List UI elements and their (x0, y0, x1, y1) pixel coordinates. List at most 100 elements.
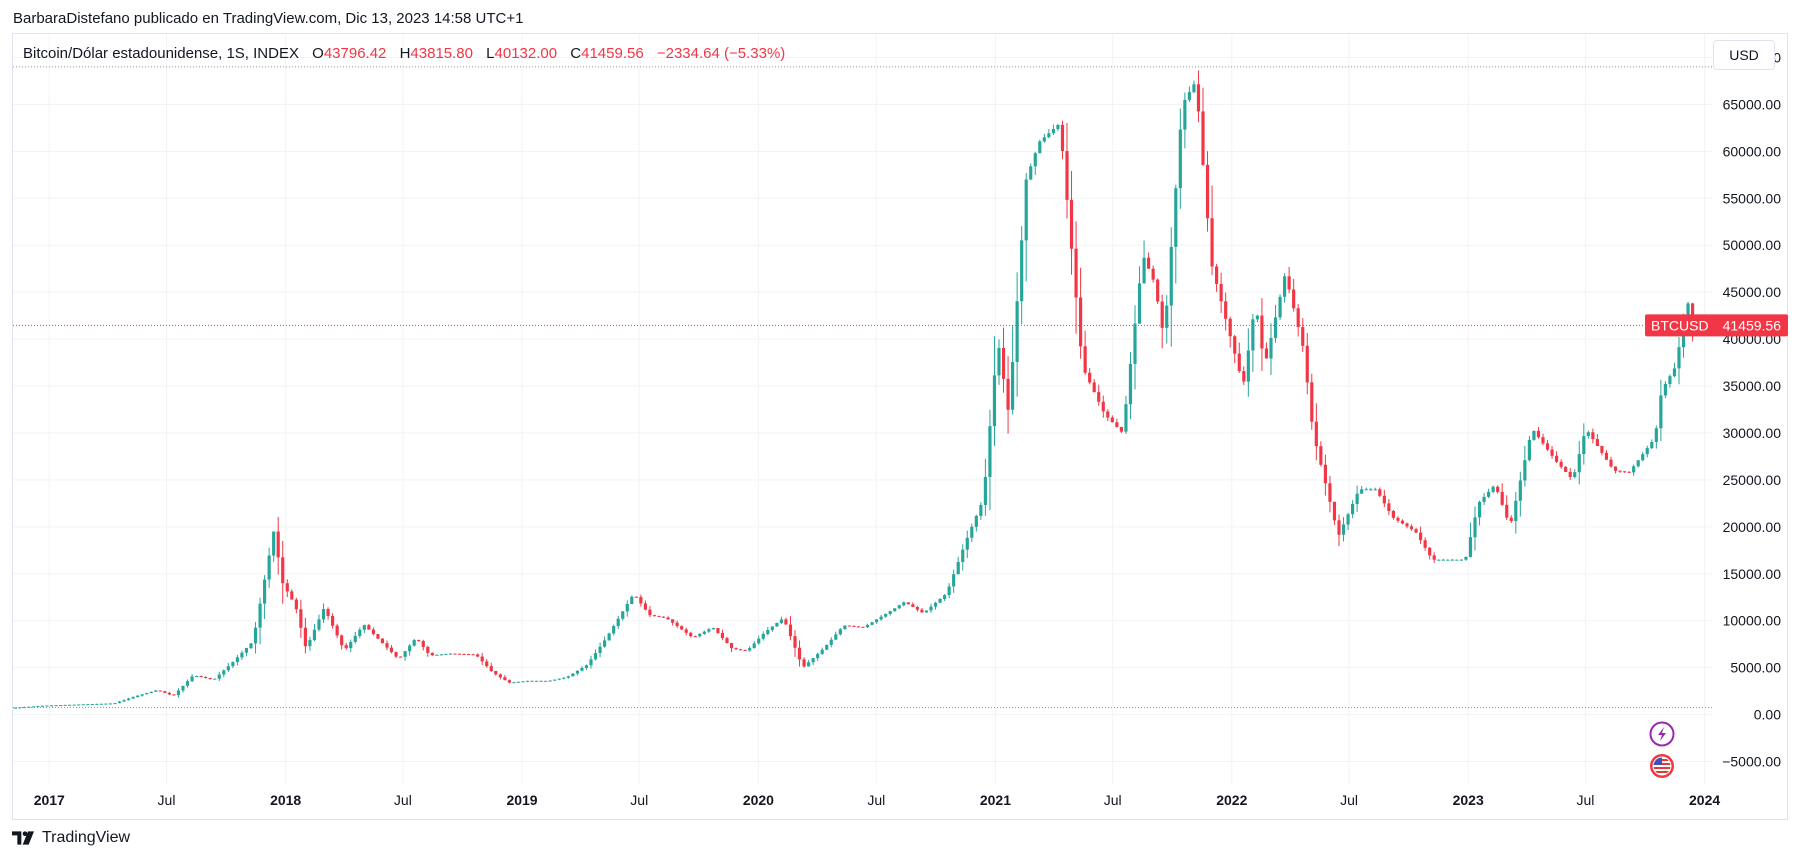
candle-body (829, 639, 833, 645)
candle-body (1269, 337, 1273, 359)
tradingview-logo[interactable]: TradingView (12, 829, 130, 847)
candle-body (1409, 526, 1414, 530)
footer-brand: TradingView (42, 829, 131, 846)
candle (1564, 466, 1568, 473)
candle-body (1205, 164, 1210, 219)
candle-body (158, 690, 162, 692)
candle-body (1115, 422, 1119, 427)
candle-body (1156, 279, 1160, 302)
lightning-icon[interactable] (1649, 721, 1675, 747)
candle (1319, 441, 1323, 467)
candle-body (911, 604, 915, 607)
candle (698, 633, 702, 638)
candle (997, 339, 1001, 385)
candle-body (1337, 520, 1341, 535)
candle (521, 681, 525, 683)
time-tick-label: Jul (1104, 792, 1122, 808)
candle-body (961, 549, 965, 562)
candle (457, 653, 462, 655)
candle (1428, 546, 1432, 560)
candle (1305, 332, 1309, 395)
candle (417, 639, 421, 642)
candle-body (716, 628, 720, 634)
candle (584, 664, 589, 670)
candle-body (317, 619, 321, 630)
candle (1006, 356, 1010, 434)
candle (276, 516, 280, 575)
candle-body (1668, 376, 1672, 385)
candle-body (974, 515, 978, 527)
candle (158, 690, 162, 692)
candle-body (1568, 471, 1572, 478)
candle (326, 607, 330, 620)
currency-button[interactable]: USD (1713, 40, 1775, 70)
candle-body (1532, 430, 1536, 440)
candle-body (358, 629, 362, 636)
candle (263, 575, 267, 620)
candle (267, 547, 271, 588)
candle-body (757, 638, 761, 644)
candle-body (1092, 382, 1096, 393)
candle-body (897, 605, 901, 609)
candle-body (906, 602, 910, 605)
candle (734, 647, 738, 650)
candle-body (825, 644, 829, 650)
candle (317, 614, 321, 632)
candle-body (1609, 459, 1613, 467)
candle (22, 706, 26, 709)
candles-group (13, 70, 1695, 709)
candle (553, 679, 557, 682)
candle (625, 600, 629, 617)
candle (104, 703, 108, 705)
candle (1296, 304, 1300, 337)
price-tick-label: 55000.00 (1723, 190, 1782, 206)
candle (630, 595, 634, 605)
us-flag-icon[interactable] (1650, 754, 1674, 778)
candle-body (1183, 99, 1187, 130)
candle (1659, 379, 1663, 442)
candle (739, 648, 743, 651)
candle-body (671, 619, 675, 623)
candle (897, 604, 901, 610)
candle (1573, 469, 1577, 479)
candle (108, 703, 113, 705)
candle (797, 640, 802, 667)
candle (1473, 506, 1477, 551)
candle-body (1382, 495, 1386, 504)
candle (748, 646, 752, 652)
candle-body (1450, 559, 1454, 561)
candle-body (49, 705, 54, 707)
candle-body (920, 609, 924, 613)
candle (340, 634, 344, 650)
candle-body (389, 647, 394, 653)
candle (652, 614, 657, 617)
candle-body (308, 640, 312, 647)
candle-body (675, 622, 679, 627)
candle (1020, 226, 1024, 324)
candle (562, 677, 566, 680)
candle (1672, 362, 1677, 378)
candle (816, 652, 820, 661)
candle-body (784, 619, 788, 625)
candle-body (820, 649, 824, 654)
candle-body (571, 673, 575, 677)
candle-body (181, 685, 185, 691)
candle (1201, 87, 1205, 166)
candle (122, 699, 126, 702)
price-axis: 70000.0065000.0060000.0055000.0050000.00… (1722, 49, 1781, 769)
change-value: −2334.64 (−5.33%) (656, 45, 786, 62)
candle-body (983, 476, 987, 505)
candle-body (797, 647, 802, 660)
candle-body (31, 706, 35, 708)
symbol-label[interactable]: Bitcoin/Dólar estadounidense, 1S, INDEX (23, 45, 299, 62)
candle (421, 639, 425, 651)
candle-body (1283, 276, 1287, 297)
candle (661, 616, 666, 618)
candle-body (145, 693, 149, 695)
candle-body (593, 653, 598, 660)
candle-body (1373, 489, 1377, 491)
candle (1015, 272, 1019, 397)
candle (54, 705, 58, 707)
candle (353, 631, 357, 644)
